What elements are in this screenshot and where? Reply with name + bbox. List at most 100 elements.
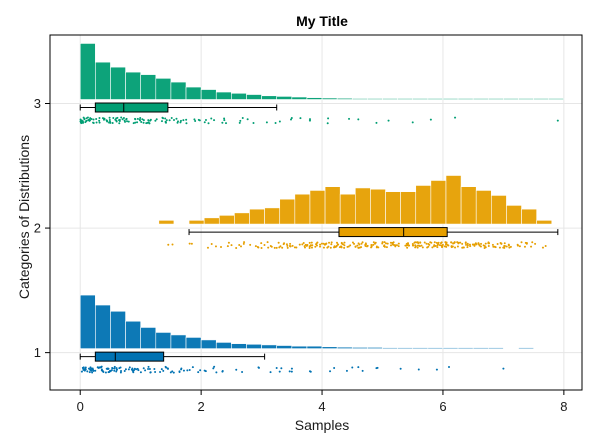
data-point [327, 117, 330, 120]
data-point [473, 243, 476, 246]
histogram-bar [460, 186, 477, 225]
data-point [135, 368, 138, 371]
data-point [179, 121, 182, 124]
data-point [534, 242, 537, 245]
x-tick-label: 6 [439, 399, 446, 414]
data-point [91, 371, 94, 374]
data-point [291, 244, 294, 247]
data-point [285, 243, 288, 246]
data-point [377, 246, 380, 249]
data-point [417, 368, 420, 371]
data-point [469, 245, 472, 248]
data-point [397, 245, 400, 248]
data-point [436, 246, 439, 249]
data-point [544, 245, 547, 248]
histogram-bar [548, 98, 565, 100]
x-tick-label: 2 [198, 399, 205, 414]
data-point [131, 367, 134, 370]
data-point [319, 243, 322, 246]
data-point [335, 241, 338, 244]
data-point [134, 118, 137, 121]
data-point [207, 122, 210, 125]
data-point [149, 371, 152, 374]
data-point [230, 244, 233, 247]
data-point [290, 117, 293, 120]
data-point [155, 118, 158, 121]
data-point [241, 116, 244, 119]
data-point [118, 120, 121, 123]
data-point [414, 241, 417, 244]
histogram-bar [370, 188, 386, 225]
histogram-bar [79, 294, 96, 349]
data-point [154, 119, 157, 122]
data-point [241, 370, 244, 373]
data-point [165, 119, 168, 122]
histogram-bar [264, 207, 281, 225]
histogram-bar [382, 98, 398, 100]
data-point [434, 244, 437, 247]
data-point [383, 244, 386, 247]
data-point [83, 368, 86, 371]
data-point [221, 370, 224, 373]
data-point [115, 370, 118, 373]
histogram-bar [215, 342, 232, 349]
data-point [125, 117, 128, 120]
data-point [175, 117, 178, 120]
data-point [516, 244, 519, 247]
histogram-bar [218, 215, 235, 225]
data-point [242, 242, 245, 245]
data-point [120, 116, 123, 119]
histogram-bar [351, 347, 368, 349]
data-point [361, 241, 364, 244]
data-point [132, 369, 135, 372]
data-point [391, 242, 394, 245]
data-point [109, 370, 112, 373]
histogram-bar [140, 74, 157, 100]
data-point [182, 369, 185, 372]
data-point [122, 117, 125, 120]
data-point [246, 118, 249, 121]
data-point [132, 122, 135, 125]
data-point [472, 243, 475, 246]
data-point [86, 370, 89, 373]
histogram-bar [309, 190, 326, 225]
data-point [203, 369, 206, 372]
histogram-bar [125, 320, 141, 349]
data-point [277, 241, 280, 244]
data-point [428, 243, 431, 246]
data-point [466, 244, 469, 247]
data-point [425, 242, 428, 245]
data-point [121, 118, 124, 121]
data-point [124, 368, 127, 371]
data-point [432, 245, 435, 248]
data-point [439, 242, 442, 245]
data-point [289, 118, 292, 121]
data-point [503, 242, 506, 245]
histogram-bar [261, 344, 278, 349]
plot-frame [49, 34, 583, 391]
data-point [223, 117, 226, 120]
data-point [288, 370, 291, 373]
data-point [408, 244, 411, 247]
data-point [365, 245, 368, 248]
x-axis-label: Samples [295, 417, 349, 433]
data-point [243, 241, 246, 244]
histogram-bar [536, 220, 553, 225]
data-point [85, 117, 88, 120]
data-point [254, 245, 257, 248]
data-point [266, 241, 269, 244]
histogram-bar [412, 98, 429, 100]
data-point [395, 244, 398, 247]
data-point [119, 366, 122, 369]
data-point [90, 369, 93, 372]
data-point [159, 371, 162, 374]
data-point [82, 116, 85, 119]
data-point [370, 244, 373, 247]
data-point [354, 245, 357, 248]
data-point [389, 244, 392, 247]
data-point [500, 242, 503, 245]
data-point [397, 242, 400, 245]
data-point [98, 366, 101, 369]
data-point [518, 245, 521, 248]
data-point [530, 245, 533, 248]
